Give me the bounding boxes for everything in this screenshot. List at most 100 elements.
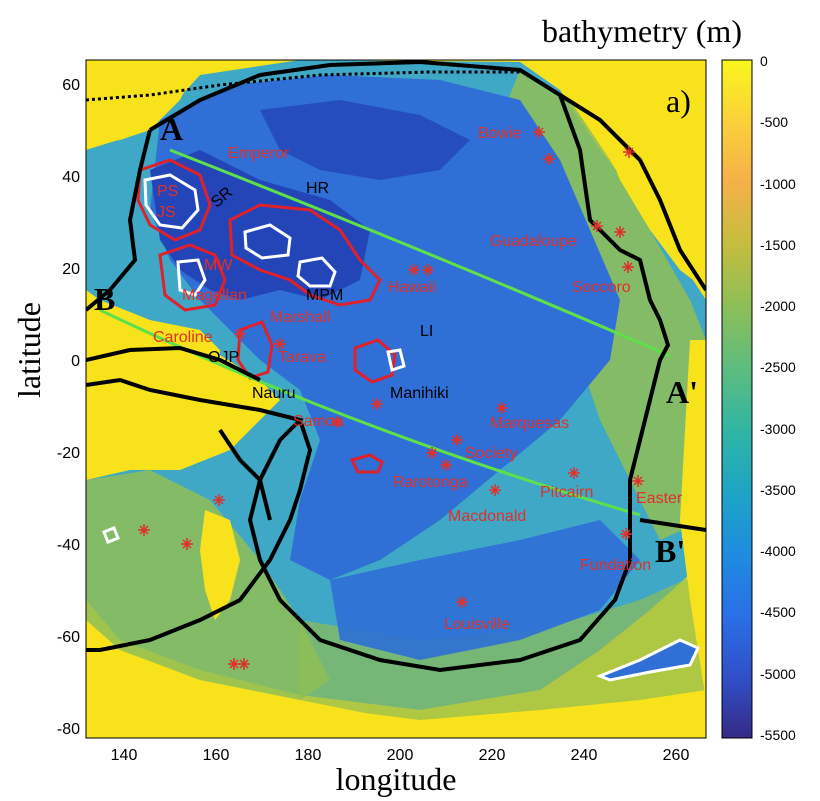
colorbar-title: bathymetry (m) [542, 13, 742, 49]
ocean-deepest-north [260, 100, 470, 180]
plate-boundary-west [86, 129, 152, 312]
profile-label-b-prime: B' [655, 533, 685, 569]
white-contour-antarctica [595, 638, 701, 682]
land-antarctica [86, 680, 706, 738]
hotspot-star [591, 220, 603, 232]
red-contour-south [349, 453, 384, 474]
profile-label-a-prime: A' [666, 374, 698, 410]
hotspot-star [138, 524, 150, 536]
label-bowie: Bowie [478, 125, 522, 142]
hotspot-star [238, 658, 250, 670]
label-manihiki: Manihiki [390, 385, 449, 402]
hotspot-star [614, 226, 626, 238]
land-northwest [86, 60, 200, 145]
hotspot-star [543, 153, 555, 165]
label-caroline: Caroline [153, 329, 213, 346]
label-hawaii: Hawaii [388, 279, 436, 296]
red-contour-mpm [228, 203, 382, 307]
x-tick-label: 240 [571, 747, 598, 764]
white-contour-west [102, 526, 120, 544]
plate-boundary-tonga [86, 419, 313, 652]
y-tick-label: -60 [57, 629, 80, 646]
label-emperor: Emperor [228, 145, 290, 162]
map-frame [85, 59, 707, 739]
hotspot-star [371, 398, 383, 410]
colorbar-tick-label: -1500 [760, 237, 796, 253]
hotspot-star [426, 447, 438, 459]
profile-label-b: B [94, 281, 115, 317]
land-new-zealand [200, 510, 240, 620]
red-contour-mw [158, 243, 227, 312]
hotspot-star [234, 328, 246, 340]
hotspot-star [274, 338, 286, 350]
plate-boundary-melanesia [86, 345, 261, 382]
plate-boundary-americas [558, 93, 706, 292]
hotspot-star [331, 416, 343, 428]
y-tick-label: 20 [62, 261, 80, 278]
hotspot-star [632, 475, 644, 487]
plate-boundary-nz [218, 428, 272, 521]
hotspot-star [422, 264, 434, 276]
y-tick-label: 40 [62, 169, 80, 186]
y-axis: 60 40 20 0 -20 -40 -60 -80 [57, 77, 80, 738]
map-area [86, 60, 706, 738]
colorbar-tick-label: -4500 [760, 604, 796, 620]
white-contour-ps-js [143, 173, 200, 230]
x-tick-label: 180 [295, 747, 322, 764]
x-axis-label: longitude [336, 761, 457, 797]
x-tick-label: 200 [387, 747, 414, 764]
white-contour-mpm [296, 256, 337, 288]
plate-boundary-north [86, 70, 520, 102]
land-americas [600, 60, 706, 290]
colorbar-tick-label: -2000 [760, 298, 796, 314]
label-guadaloupe: Guadaloupe [490, 233, 577, 250]
label-js: JS [157, 204, 176, 221]
red-contour-ojp [236, 320, 274, 380]
profile-label-a: A [160, 111, 183, 147]
hotspot-star [533, 126, 545, 138]
white-contour-shatsky [243, 223, 292, 260]
label-louisville: Louisville [444, 616, 510, 633]
colorbar-tick-label: -4000 [760, 543, 796, 559]
label-tarava: Tarava [278, 349, 326, 366]
hotspot-star [622, 261, 634, 273]
label-nauru: Nauru [252, 385, 296, 402]
label-fundation: Fundation [580, 557, 651, 574]
x-axis: 140 160 180 200 220 240 260 [111, 747, 690, 764]
map-labels: a) A A' B B' Emperor Bowie PS JS Guadalo… [94, 83, 698, 633]
colorbar-ticks: 0 -500 -1000 -1500 -2000 -2500 -3000 -35… [760, 53, 796, 743]
hotspot-star [620, 528, 632, 540]
label-marshall: Marshall [270, 309, 330, 326]
hotspot-star [496, 402, 508, 414]
y-tick-label: -80 [57, 721, 80, 738]
ocean-deep-south [330, 520, 640, 660]
hotspot-star [568, 467, 580, 479]
colorbar-tick-label: -1000 [760, 176, 796, 192]
y-tick-label: 60 [62, 77, 80, 94]
label-mw: MW [204, 257, 233, 274]
hotspot-star [213, 494, 225, 506]
label-ps: PS [157, 183, 178, 200]
label-samoa: Samoa [293, 413, 344, 430]
label-rarotonga: Rarotonga [393, 474, 468, 491]
label-magellan: Magellan [182, 287, 247, 304]
white-contour-manihiki [386, 348, 406, 372]
hotspot-markers [138, 126, 644, 670]
label-easter: Easter [636, 490, 683, 507]
land-south-america [680, 340, 706, 700]
white-contour-mw [176, 258, 207, 297]
hotspot-star [440, 459, 452, 471]
panel-label: a) [666, 83, 691, 119]
label-marquesas: Marquesas [490, 415, 569, 432]
hotspot-star [181, 538, 193, 550]
label-soccoro: Soccoro [572, 279, 631, 296]
x-tick-label: 220 [479, 747, 506, 764]
plate-boundary-sa [639, 518, 706, 532]
x-tick-label: 140 [111, 747, 138, 764]
label-ojp: OJP [208, 349, 239, 366]
label-li: LI [420, 323, 433, 340]
colorbar-tick-label: -3500 [760, 482, 796, 498]
colorbar-tick-label: -3000 [760, 421, 796, 437]
colorbar-tick-label: -2500 [760, 359, 796, 375]
hotspot-star [489, 484, 501, 496]
